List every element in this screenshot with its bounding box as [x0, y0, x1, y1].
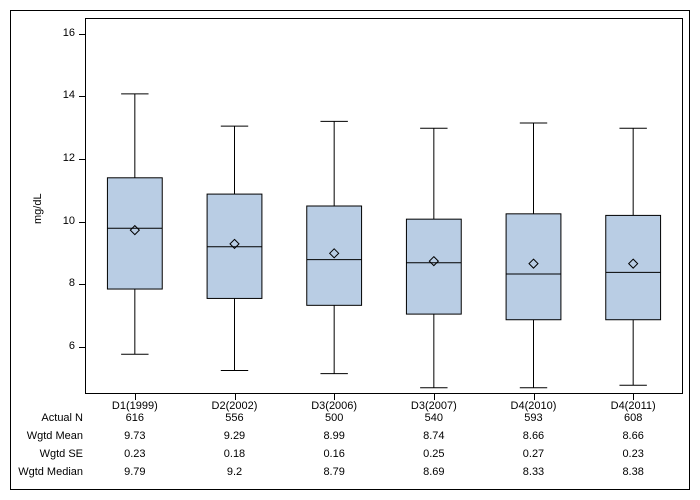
y-tick-label: 6 — [45, 340, 75, 352]
y-tick — [79, 284, 85, 285]
stat-cell: 0.16 — [284, 448, 384, 460]
x-tick-label: D3(2007) — [384, 400, 484, 412]
box — [506, 214, 561, 320]
x-tick-label: D4(2010) — [484, 400, 584, 412]
stat-cell: 540 — [384, 412, 484, 424]
x-tick-label: D2(2002) — [185, 400, 285, 412]
stat-row-label: Actual N — [15, 412, 83, 424]
stat-cell: 0.23 — [85, 448, 185, 460]
box — [307, 206, 362, 305]
stat-row-label: Wgtd Mean — [15, 430, 83, 442]
stat-row-label: Wgtd Median — [15, 466, 83, 478]
stat-cell: 0.25 — [384, 448, 484, 460]
y-tick — [79, 34, 85, 35]
stat-cell: 9.2 — [185, 466, 285, 478]
y-tick-label: 10 — [45, 215, 75, 227]
stat-cell: 8.66 — [583, 430, 683, 442]
stat-cell: 9.29 — [185, 430, 285, 442]
box — [107, 178, 162, 289]
stat-cell: 8.33 — [484, 466, 584, 478]
y-tick — [79, 347, 85, 348]
y-tick — [79, 159, 85, 160]
y-tick — [79, 96, 85, 97]
stat-cell: 8.38 — [583, 466, 683, 478]
stat-cell: 8.69 — [384, 466, 484, 478]
stat-cell: 0.27 — [484, 448, 584, 460]
stat-cell: 8.74 — [384, 430, 484, 442]
stat-cell: 0.23 — [583, 448, 683, 460]
stat-cell: 556 — [185, 412, 285, 424]
stat-cell: 608 — [583, 412, 683, 424]
stat-cell: 9.73 — [85, 430, 185, 442]
stat-cell: 8.79 — [284, 466, 384, 478]
stat-cell: 500 — [284, 412, 384, 424]
stat-cell: 0.18 — [185, 448, 285, 460]
x-tick-label: D3(2006) — [284, 400, 384, 412]
stat-cell: 9.79 — [85, 466, 185, 478]
stat-cell: 616 — [85, 412, 185, 424]
y-axis-label: mg/dL — [32, 193, 44, 224]
plot-area — [85, 18, 683, 394]
box — [406, 219, 461, 314]
x-tick-label: D1(1999) — [85, 400, 185, 412]
y-tick — [79, 222, 85, 223]
stat-row-label: Wgtd SE — [15, 448, 83, 460]
stat-cell: 8.99 — [284, 430, 384, 442]
y-tick-label: 12 — [45, 152, 75, 164]
stat-cell: 593 — [484, 412, 584, 424]
stat-cell: 8.66 — [484, 430, 584, 442]
y-tick-label: 8 — [45, 277, 75, 289]
x-tick-label: D4(2011) — [583, 400, 683, 412]
y-tick-label: 16 — [45, 27, 75, 39]
y-tick-label: 14 — [45, 89, 75, 101]
